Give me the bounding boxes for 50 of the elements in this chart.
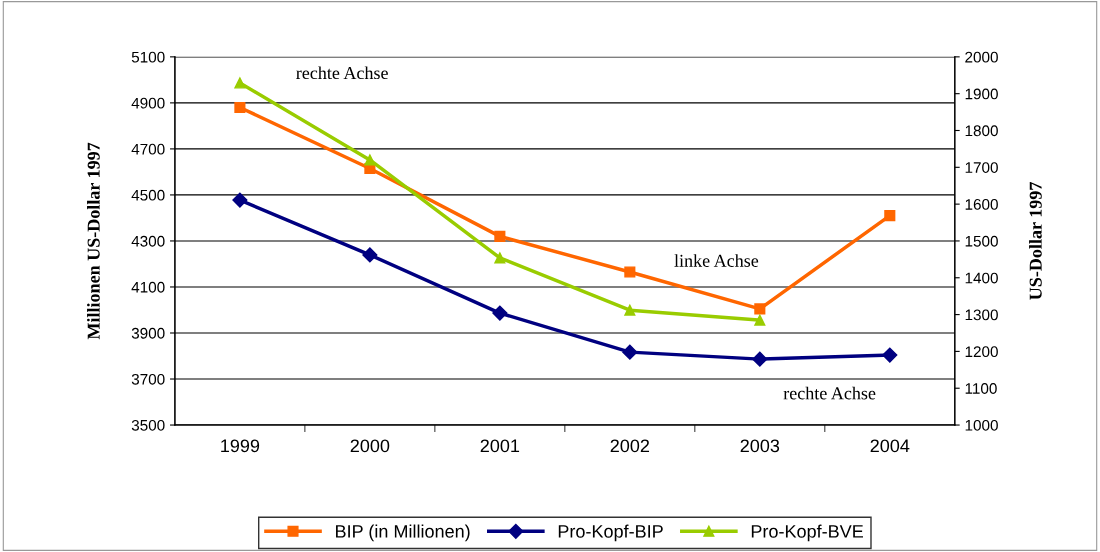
y2-tick-label: 1400 bbox=[965, 272, 998, 284]
y2-tick-label: 2000 bbox=[965, 51, 998, 63]
point bbox=[624, 304, 636, 316]
x-tick-label: 2002 bbox=[610, 439, 650, 453]
point bbox=[494, 252, 506, 264]
x-tick-label: 1999 bbox=[221, 439, 260, 453]
y2-tick-label: 1900 bbox=[965, 88, 998, 100]
y2-tick-label: 1600 bbox=[965, 199, 998, 210]
point bbox=[494, 230, 506, 242]
y2-axis-title: US-Dollar 1997 bbox=[1029, 182, 1042, 300]
y-tick-label: 4300 bbox=[131, 235, 165, 247]
y-tick-label: 4900 bbox=[131, 97, 165, 109]
x-tick-label: 2004 bbox=[870, 439, 910, 453]
y-tick-label: 3700 bbox=[131, 373, 165, 385]
point bbox=[754, 314, 766, 326]
point bbox=[234, 77, 246, 89]
y2-tick-label: 1100 bbox=[965, 383, 997, 394]
point bbox=[884, 210, 896, 222]
point bbox=[362, 247, 378, 263]
x-tick-label: 2003 bbox=[740, 439, 780, 453]
y2-tick-label: 1500 bbox=[965, 235, 998, 247]
x-tick-label: 2001 bbox=[480, 439, 520, 453]
point bbox=[752, 351, 768, 367]
legend-label: Pro-Kopf-BVE bbox=[751, 524, 863, 542]
y2-tick-label: 1200 bbox=[965, 346, 998, 358]
y-tick-label: 4700 bbox=[131, 143, 165, 155]
y2-tick-label: 1300 bbox=[965, 309, 998, 321]
point bbox=[622, 344, 638, 360]
y2-tick-label: 1800 bbox=[965, 125, 998, 137]
annotation: rechte Achse bbox=[296, 66, 388, 80]
legend-label: BIP (in Millionen) bbox=[336, 524, 470, 542]
point bbox=[754, 303, 766, 315]
point bbox=[232, 192, 248, 208]
y-tick-label: 3900 bbox=[131, 327, 165, 339]
legend-label: Pro-Kopf-BIP bbox=[558, 524, 663, 542]
point bbox=[234, 101, 246, 114]
annotation: rechte Achse bbox=[783, 386, 876, 400]
y2-tick-label: 1700 bbox=[965, 162, 998, 173]
y2-tick-label: 1000 bbox=[965, 419, 998, 431]
y-tick-label: 4100 bbox=[131, 281, 165, 293]
x-tick-label: 2000 bbox=[350, 439, 390, 453]
annotation: linke Achse bbox=[674, 254, 759, 267]
point bbox=[492, 305, 508, 321]
point bbox=[364, 154, 376, 166]
y-axis-title: Millionen US-Dollar 1997 bbox=[87, 142, 100, 340]
point bbox=[882, 347, 898, 363]
y-tick-label: 4500 bbox=[131, 189, 165, 201]
point bbox=[624, 266, 636, 278]
y-tick-label: 3500 bbox=[131, 419, 165, 431]
y-tick-label: 5100 bbox=[131, 51, 165, 63]
